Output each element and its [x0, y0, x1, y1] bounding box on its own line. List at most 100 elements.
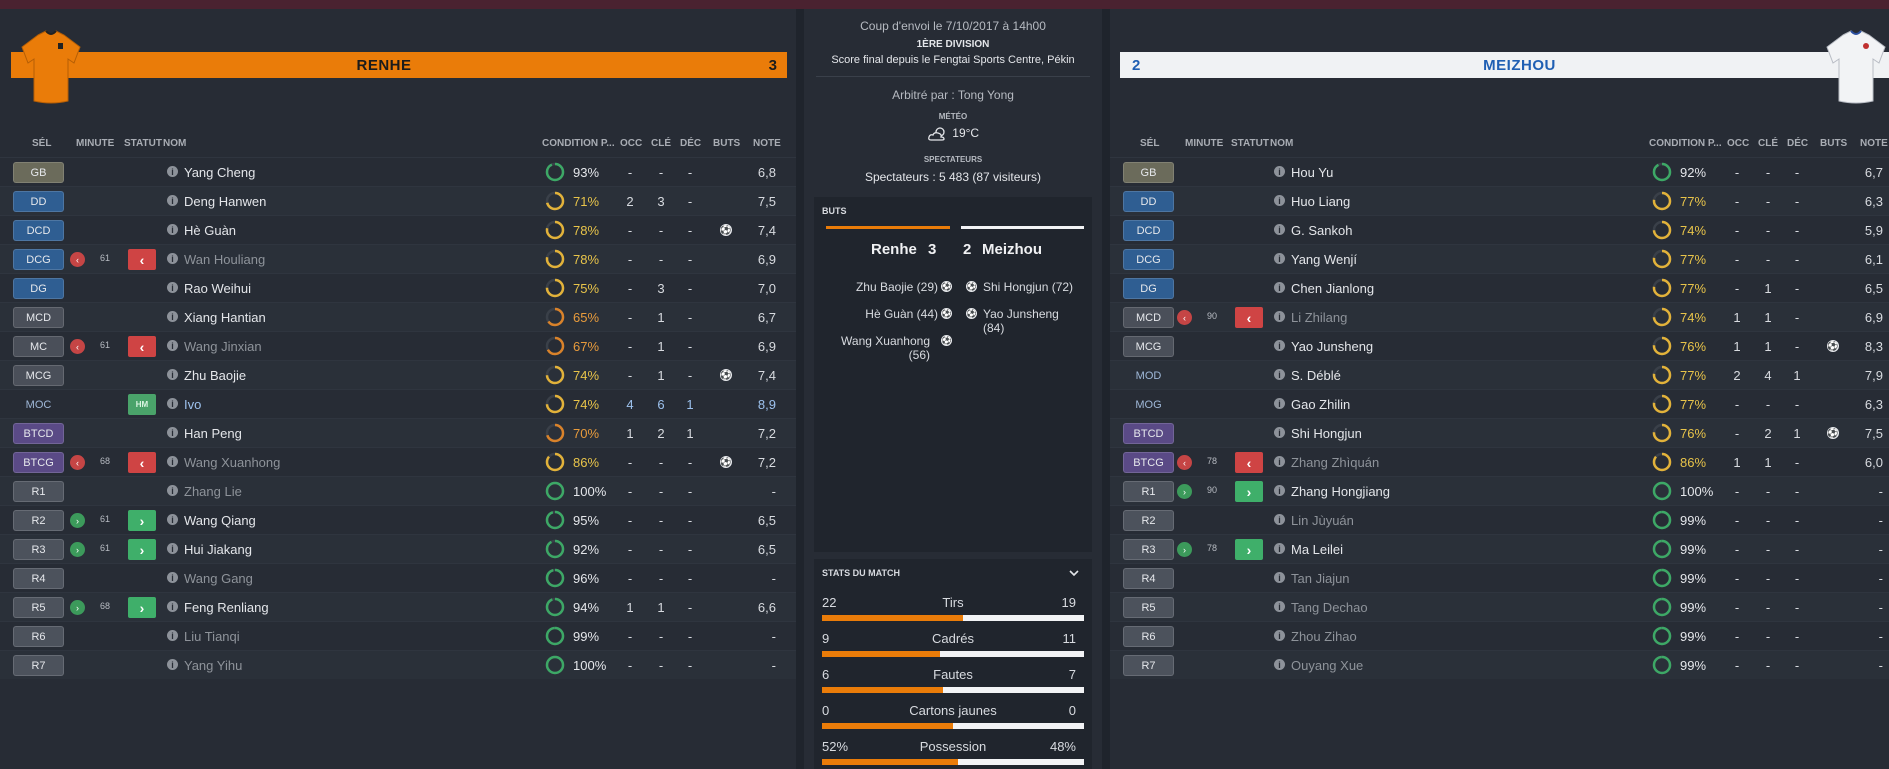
- info-icon[interactable]: i: [1274, 369, 1285, 380]
- position-badge[interactable]: DD: [13, 191, 64, 212]
- position-badge[interactable]: BTCG: [13, 452, 64, 473]
- col-cle[interactable]: CLÉ: [651, 138, 671, 149]
- col-nom[interactable]: NOM: [163, 138, 187, 149]
- player-name[interactable]: Zhang Hongjiang: [1291, 484, 1391, 499]
- player-name[interactable]: Lin Jùyuán: [1291, 513, 1354, 528]
- position-badge[interactable]: MOC: [25, 398, 52, 411]
- substituted-off-button[interactable]: ‹: [128, 452, 156, 473]
- info-icon[interactable]: i: [167, 485, 178, 496]
- player-row[interactable]: DCD i G. Sankoh 74% - - - 5,9: [1110, 215, 1889, 244]
- info-icon[interactable]: i: [167, 253, 178, 264]
- info-icon[interactable]: i: [1274, 224, 1285, 235]
- player-name[interactable]: Hui Jiakang: [184, 542, 252, 557]
- info-icon[interactable]: i: [1274, 282, 1285, 293]
- player-name[interactable]: Yang Yihu: [184, 658, 243, 673]
- player-name[interactable]: Yang Cheng: [184, 165, 256, 180]
- position-badge[interactable]: DCD: [13, 220, 64, 241]
- substituted-on-button[interactable]: ›: [1235, 539, 1263, 560]
- position-badge[interactable]: R2: [13, 510, 64, 531]
- col-statut[interactable]: STATUT: [124, 138, 162, 149]
- player-name[interactable]: Han Peng: [184, 426, 242, 441]
- col-sel[interactable]: SÉL: [32, 138, 52, 149]
- info-icon[interactable]: i: [1274, 311, 1285, 322]
- position-badge[interactable]: R5: [13, 597, 64, 618]
- col-note[interactable]: NOTE: [1860, 138, 1888, 149]
- position-badge[interactable]: R4: [13, 568, 64, 589]
- info-icon[interactable]: i: [167, 427, 178, 438]
- substituted-off-button[interactable]: ‹: [1235, 452, 1263, 473]
- player-row[interactable]: DG i Chen Jianlong 77% - 1 - 6,5: [1110, 273, 1889, 302]
- substituted-off-button[interactable]: ‹: [1235, 307, 1263, 328]
- chevron-down-icon[interactable]: [1068, 567, 1080, 579]
- col-minute[interactable]: MINUTE: [76, 138, 115, 149]
- player-name[interactable]: Wan Houliang: [184, 252, 266, 267]
- player-name[interactable]: Ivo: [184, 397, 202, 412]
- position-badge[interactable]: MC: [13, 336, 64, 357]
- info-icon[interactable]: i: [1274, 572, 1285, 583]
- info-icon[interactable]: i: [167, 224, 178, 235]
- position-badge[interactable]: MOG: [1135, 398, 1162, 411]
- col-buts[interactable]: BUTS: [713, 138, 741, 149]
- position-badge[interactable]: BTCD: [1123, 423, 1174, 444]
- player-name[interactable]: Liu Tianqi: [184, 629, 240, 644]
- position-badge[interactable]: DCD: [1123, 220, 1174, 241]
- player-row[interactable]: MC ‹ 61 ‹ i Wang Jinxian 67% - 1 - 6,9: [0, 331, 796, 360]
- player-row[interactable]: MOG i Gao Zhilin 77% - - - 6,3: [1110, 389, 1889, 418]
- player-name[interactable]: Yang Wenjí: [1291, 252, 1358, 267]
- player-row[interactable]: DCG i Yang Wenjí 77% - - - 6,1: [1110, 244, 1889, 273]
- info-icon[interactable]: i: [1274, 485, 1285, 496]
- col-occ[interactable]: OCC: [620, 138, 643, 149]
- col-dec[interactable]: DÉC: [680, 138, 702, 149]
- position-badge[interactable]: BTCD: [13, 423, 64, 444]
- player-name[interactable]: Xiang Hantian: [184, 310, 266, 325]
- col-sel[interactable]: SÉL: [1140, 138, 1160, 149]
- player-row[interactable]: R6 i Liu Tianqi 99% - - - -: [0, 621, 796, 650]
- col-condition[interactable]: CONDITION P...: [1649, 138, 1722, 149]
- player-row[interactable]: MCD ‹ 90 ‹ i Li Zhilang 74% 1 1-6,9: [1110, 302, 1889, 331]
- col-note[interactable]: NOTE: [753, 138, 781, 149]
- info-icon[interactable]: i: [167, 166, 178, 177]
- position-badge[interactable]: DCG: [13, 249, 64, 270]
- substituted-off-button[interactable]: ‹: [128, 249, 156, 270]
- player-name[interactable]: Li Zhilang: [1291, 310, 1348, 325]
- player-name[interactable]: Gao Zhilin: [1291, 397, 1351, 412]
- substituted-on-button[interactable]: ›: [128, 539, 156, 560]
- player-row[interactable]: R3 › 78 › i Ma Leilei 99% - - - -: [1110, 534, 1889, 563]
- player-name[interactable]: G. Sankoh: [1291, 223, 1353, 238]
- col-buts[interactable]: BUTS: [1820, 138, 1848, 149]
- substituted-on-button[interactable]: ›: [128, 510, 156, 531]
- player-name[interactable]: Hou Yu: [1291, 165, 1334, 180]
- player-row[interactable]: GB i Hou Yu 92% - - - 6,7: [1110, 157, 1889, 186]
- info-icon[interactable]: i: [167, 456, 178, 467]
- position-badge[interactable]: MCD: [13, 307, 64, 328]
- player-name[interactable]: Wang Gang: [184, 571, 253, 586]
- position-badge[interactable]: R3: [13, 539, 64, 560]
- position-badge[interactable]: R2: [1123, 510, 1174, 531]
- info-icon[interactable]: i: [1274, 427, 1285, 438]
- position-badge[interactable]: MCG: [1123, 336, 1174, 357]
- player-name[interactable]: Zhou Zihao: [1291, 629, 1357, 644]
- info-icon[interactable]: i: [167, 282, 178, 293]
- player-row[interactable]: MCD i Xiang Hantian 65% - 1 - 6,7: [0, 302, 796, 331]
- player-name[interactable]: Deng Hanwen: [184, 194, 267, 209]
- player-row[interactable]: R4 i Wang Gang 96% - - - -: [0, 563, 796, 592]
- player-name[interactable]: Ma Leilei: [1291, 542, 1344, 557]
- position-badge[interactable]: R7: [13, 655, 64, 676]
- info-icon[interactable]: i: [167, 601, 178, 612]
- player-row[interactable]: R5 i Tang Dechao 99% - - - -: [1110, 592, 1889, 621]
- player-name[interactable]: Tan Jiajun: [1291, 571, 1350, 586]
- player-name[interactable]: S. Déblé: [1291, 368, 1341, 383]
- player-row[interactable]: MOD i S. Déblé 77% 2 4 1 7,9: [1110, 360, 1889, 389]
- player-row[interactable]: GB i Yang Cheng 93% - - - 6,8: [0, 157, 796, 186]
- position-badge[interactable]: R1: [1123, 481, 1174, 502]
- info-icon[interactable]: i: [1274, 166, 1285, 177]
- player-name[interactable]: Zhang Lie: [184, 484, 242, 499]
- col-occ[interactable]: OCC: [1727, 138, 1750, 149]
- player-name[interactable]: Yao Junsheng: [1291, 339, 1374, 354]
- position-badge[interactable]: R1: [13, 481, 64, 502]
- player-row[interactable]: DCG ‹ 61 ‹ i Wan Houliang 78% - - - 6,9: [0, 244, 796, 273]
- position-badge[interactable]: R4: [1123, 568, 1174, 589]
- player-row[interactable]: R6 i Zhou Zihao 99% - - - -: [1110, 621, 1889, 650]
- position-badge[interactable]: MOD: [1135, 369, 1162, 382]
- player-name[interactable]: Wang Qiang: [184, 513, 256, 528]
